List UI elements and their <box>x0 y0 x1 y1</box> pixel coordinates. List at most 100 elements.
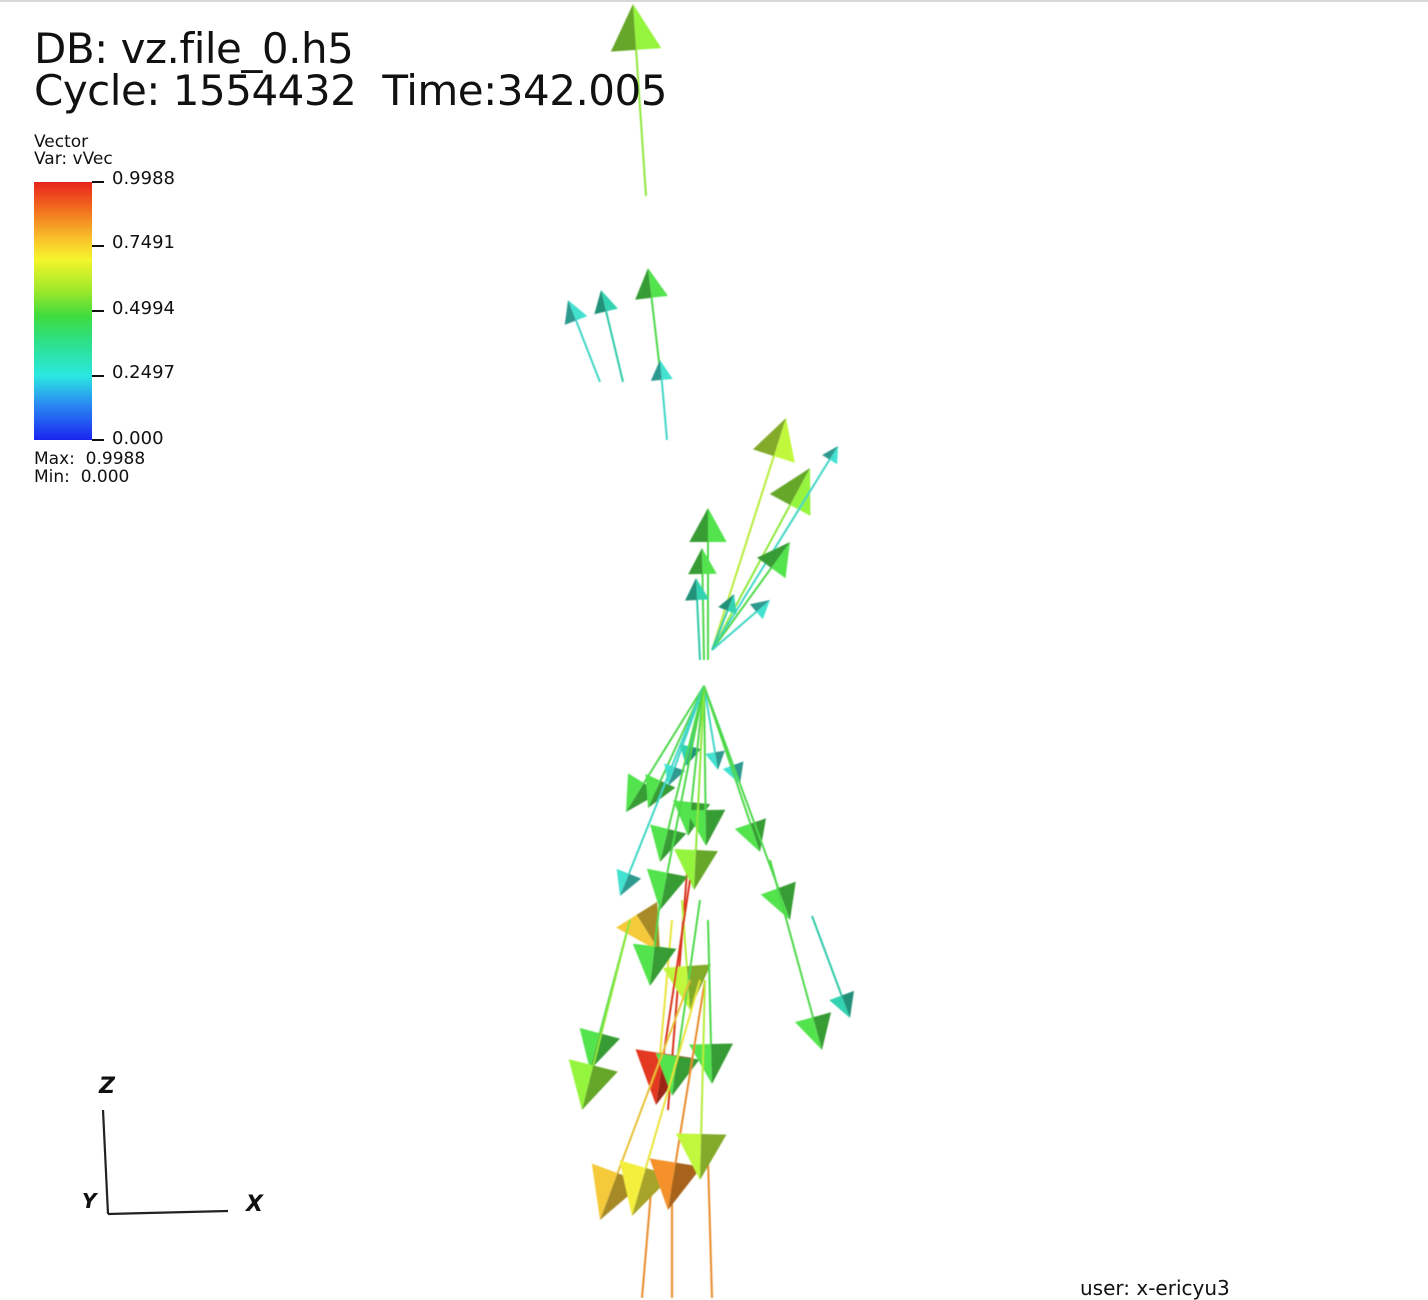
vector-head-face <box>733 761 744 784</box>
vector-head-face <box>633 4 662 50</box>
vector-head-face <box>794 1017 822 1050</box>
vector-head-face <box>672 1056 700 1096</box>
colorbar-tick-label: 0.2497 <box>112 362 175 383</box>
vector-head-face <box>635 268 652 300</box>
vector-glyphs <box>564 4 854 1298</box>
vector-head-face <box>601 290 618 312</box>
vector-head-face <box>685 810 706 846</box>
vector-head-face <box>675 1133 702 1180</box>
vector-stem <box>641 1179 653 1298</box>
vector-shaft <box>696 599 701 661</box>
vector-head-face <box>689 508 708 542</box>
vector-stem <box>707 1159 713 1298</box>
legend-variable: Var: vVec <box>34 149 113 169</box>
vector-head-face <box>648 268 668 298</box>
vector-head-face <box>655 1053 678 1096</box>
vector-head-face <box>564 300 576 325</box>
cycle-label: Cycle: 1554432 <box>34 66 357 115</box>
vector-head-face <box>650 360 662 381</box>
vector-head-face <box>727 594 737 615</box>
vector-head-face <box>813 1012 832 1050</box>
vector-head-face <box>822 446 838 460</box>
vector-shaft <box>707 919 713 1045</box>
y-axis-label: Y <box>82 1189 97 1213</box>
vector-shaft <box>703 685 780 889</box>
vector-head-face <box>645 773 661 808</box>
colorbar-tick <box>92 375 104 377</box>
vector-head-face <box>734 823 760 852</box>
vector-head-face <box>616 914 660 952</box>
x-axis-line <box>107 1209 229 1216</box>
vector-head-face <box>773 418 795 463</box>
vector-shaft <box>769 859 814 1018</box>
vector-shaft <box>711 610 729 651</box>
vector-head-face <box>591 1163 618 1220</box>
legend-title: Vector <box>34 132 89 152</box>
vector-head-face <box>749 600 770 612</box>
vector-head-face <box>610 4 637 52</box>
vector-head-face <box>718 594 734 611</box>
colorbar-tick-label: 0.4994 <box>112 298 175 319</box>
vector-shaft <box>643 685 705 784</box>
colorbar-tick <box>92 310 104 312</box>
vector-head-face <box>841 990 854 1018</box>
vector-head-face <box>790 468 811 516</box>
vector-shaft <box>711 567 773 651</box>
vector-head-face <box>626 773 644 812</box>
vector-shaft <box>711 504 791 651</box>
vector-shaft <box>700 979 706 1135</box>
vector-shaft <box>662 879 691 1054</box>
vector-shaft <box>711 610 758 651</box>
user-label: user: x-ericyu3 <box>1080 1276 1230 1300</box>
vector-shaft <box>676 899 701 1057</box>
vector-head-face <box>668 767 686 786</box>
vector-shaft <box>703 685 717 753</box>
vector-head-face <box>756 600 770 620</box>
vector-head-face <box>694 850 718 890</box>
colorbar-tick-label: 0.000 <box>112 428 164 449</box>
vector-shaft <box>627 685 705 875</box>
time-label: Time:342.005 <box>382 66 667 115</box>
vector-head-face <box>769 468 810 505</box>
vector-head-face <box>594 290 607 315</box>
vector-head-face <box>660 360 673 380</box>
vector-shaft <box>616 979 691 1174</box>
axis-triad <box>101 1109 229 1216</box>
vector-head-face <box>684 578 698 601</box>
legend-min: Min: 0.000 <box>34 467 130 487</box>
legend-max: Max: 0.9988 <box>34 449 146 469</box>
vector-head-face <box>689 1044 712 1084</box>
vector-head-face <box>705 752 718 770</box>
vector-head-face <box>760 888 790 920</box>
colorbar <box>34 182 92 440</box>
vector-head-face <box>650 824 669 862</box>
vector-head-face <box>579 1027 600 1070</box>
x-axis-label: X <box>246 1192 263 1217</box>
vector-head-face <box>632 943 655 986</box>
vector-shaft <box>605 311 624 383</box>
colorbar-tick <box>92 439 104 441</box>
vector-head-face <box>705 809 726 846</box>
vector-shaft <box>701 573 705 661</box>
vector-head-face <box>646 868 668 910</box>
vector-head-face <box>673 800 692 836</box>
vector-shaft <box>666 685 705 873</box>
z-axis-line <box>101 1109 110 1215</box>
vector-shaft <box>711 455 775 651</box>
vector-head-face <box>702 548 717 574</box>
vector-shaft <box>811 915 843 996</box>
vector-head-face <box>673 848 696 890</box>
vector-head-face <box>688 548 703 575</box>
vector-head-face <box>616 868 629 896</box>
vector-head-face <box>582 1065 618 1110</box>
vector-shaft <box>694 685 705 851</box>
vector-head-face <box>590 1033 620 1070</box>
vector-head-face <box>715 750 725 770</box>
colorbar-tick <box>92 181 104 183</box>
vector-head-face <box>708 508 727 542</box>
vector-shaft <box>644 979 701 1169</box>
vector-head-face <box>568 300 588 321</box>
vector-head-face <box>635 1049 664 1105</box>
z-axis-label: Z <box>99 1074 115 1099</box>
